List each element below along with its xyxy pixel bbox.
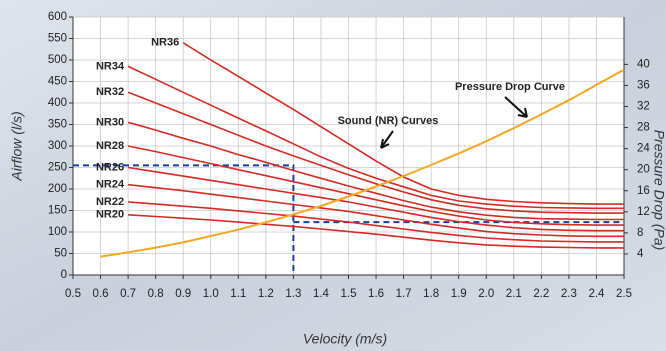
y-tick-label: 0 <box>61 269 67 281</box>
y-tick-label: 450 <box>48 76 67 88</box>
x-tick-label: 0.5 <box>65 288 81 300</box>
series-line <box>127 166 624 232</box>
arrow <box>380 130 394 149</box>
series-line <box>128 201 624 243</box>
x-tick-label: 2.3 <box>561 288 577 300</box>
y-tick-label: 350 <box>48 119 67 131</box>
series-label: NR24 <box>96 179 125 191</box>
x-tick-label: 2.4 <box>588 288 605 300</box>
y-tick-label: 250 <box>48 162 67 174</box>
x-tick-label: 1.6 <box>368 288 384 300</box>
y-tick-label: 100 <box>48 226 67 238</box>
annotation: Sound (NR) Curves <box>338 115 439 127</box>
series-label: NR26 <box>96 161 124 173</box>
x-tick-label: 1.1 <box>230 288 246 300</box>
x-tick-label: 1.9 <box>451 288 467 300</box>
y2-tick-label: 12 <box>637 206 650 218</box>
x-tick-label: 1.0 <box>203 288 219 300</box>
y-tick-label: 500 <box>48 54 67 66</box>
x-tick-label: 1.2 <box>258 288 274 300</box>
series-label: NR34 <box>96 60 125 72</box>
series-label: NR22 <box>96 196 124 208</box>
series-line <box>100 68 625 258</box>
x-tick-label: 0.9 <box>175 288 191 300</box>
series-line <box>127 91 624 214</box>
x-tick-label: 2.1 <box>506 288 522 300</box>
guide-line <box>73 164 295 275</box>
y-tick-label: 300 <box>48 140 67 152</box>
y2-tick-label: 16 <box>637 185 650 197</box>
y2-tick-label: 36 <box>637 79 650 91</box>
y2-tick-label: 8 <box>637 227 643 239</box>
series-line <box>128 183 624 238</box>
arrow <box>504 96 528 118</box>
series-line <box>127 121 624 221</box>
y2-tick-label: 24 <box>637 143 650 155</box>
series-label: NR28 <box>96 140 124 152</box>
y2-tick-label: 40 <box>637 58 650 70</box>
x-tick-label: 1.3 <box>285 288 301 300</box>
x-tick-label: 1.7 <box>396 288 412 300</box>
y-tick-label: 600 <box>48 11 67 23</box>
x-tick-label: 1.8 <box>423 288 439 300</box>
x-tick-label: 1.5 <box>341 288 357 300</box>
y-tick-label: 50 <box>54 248 67 260</box>
series-label: NR30 <box>96 116 124 128</box>
series-label: Pressure Drop Curve <box>455 81 565 93</box>
y-tick-label: 150 <box>48 205 67 217</box>
y2-tick-label: 28 <box>637 122 650 134</box>
series-line <box>127 145 624 226</box>
series-line <box>128 214 624 249</box>
series-line <box>127 65 624 210</box>
x-tick-label: 2.5 <box>616 288 632 300</box>
y-axis-title: Airflow (l/s) <box>9 111 25 181</box>
x-tick-label: 2.0 <box>478 288 494 300</box>
x-axis-title: Velocity (m/s) <box>303 331 387 347</box>
series-label: NR32 <box>96 86 124 98</box>
y2-tick-label: 4 <box>637 248 644 260</box>
x-tick-label: 0.8 <box>148 288 164 300</box>
x-tick-label: 1.4 <box>313 288 330 300</box>
x-tick-label: 0.6 <box>93 288 109 300</box>
series-label: NR20 <box>96 209 124 221</box>
y2-tick-label: 20 <box>637 164 650 176</box>
series-label: NR36 <box>151 37 179 49</box>
y2-axis-title: Pressure Drop (Pa) <box>651 130 666 251</box>
y-tick-label: 400 <box>48 97 67 109</box>
y-tick-label: 200 <box>48 183 67 195</box>
y2-tick-label: 32 <box>637 101 650 113</box>
y-tick-label: 550 <box>48 33 67 45</box>
x-tick-label: 2.2 <box>533 288 549 300</box>
x-tick-label: 0.7 <box>120 288 136 300</box>
